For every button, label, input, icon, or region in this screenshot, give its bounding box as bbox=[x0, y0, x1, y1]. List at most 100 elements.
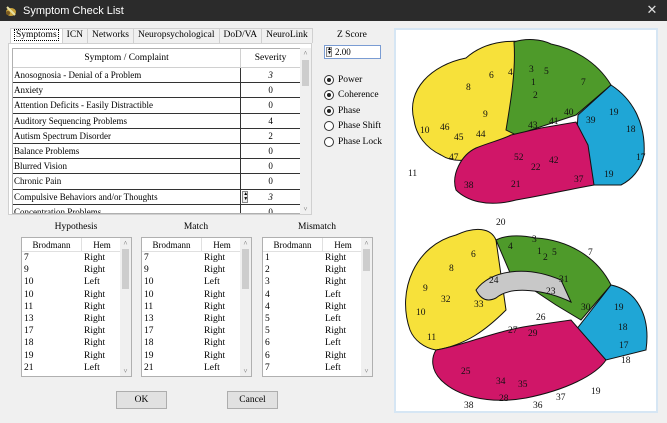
zscore-spinner-icon[interactable]: ▲ ▼ bbox=[326, 47, 332, 57]
column-header-hem[interactable]: Hem bbox=[93, 240, 111, 250]
list-item[interactable]: 6 Left bbox=[265, 338, 341, 349]
option-phase-shift[interactable]: Phase Shift bbox=[324, 119, 382, 135]
match-scrollbar[interactable]: ˄ ˅ bbox=[240, 238, 251, 376]
list-item[interactable]: 10 Right bbox=[144, 289, 226, 300]
scroll-up-icon[interactable]: ˄ bbox=[123, 239, 128, 247]
severity-cell[interactable]: 0 bbox=[268, 161, 273, 172]
list-item[interactable]: 19 Right bbox=[24, 350, 106, 361]
list-item[interactable]: 1 Right bbox=[265, 253, 347, 263]
symptom-row[interactable]: Auditory Sequencing Problems 4 bbox=[13, 113, 300, 129]
scroll-up-icon[interactable]: ˄ bbox=[364, 239, 369, 247]
radio-checked-icon[interactable] bbox=[324, 90, 334, 101]
severity-cell[interactable]: 0 bbox=[268, 100, 273, 111]
list-item[interactable]: 17 Right bbox=[144, 326, 226, 337]
tab-networks[interactable]: Networks bbox=[87, 28, 134, 43]
list-item[interactable]: 4 Right bbox=[265, 301, 347, 312]
scroll-down-icon[interactable]: ˅ bbox=[303, 205, 308, 213]
radio-checked-icon[interactable] bbox=[324, 74, 334, 85]
scroll-down-icon[interactable]: ˅ bbox=[243, 367, 248, 375]
severity-cell[interactable]: 2 bbox=[268, 130, 273, 141]
list-item[interactable]: 7 Left bbox=[265, 362, 341, 373]
severity-cell[interactable]: 0 bbox=[268, 145, 273, 156]
radio-checked-icon[interactable] bbox=[324, 105, 334, 116]
list-item[interactable]: 6 Right bbox=[265, 350, 347, 361]
severity-cell[interactable]: 4 bbox=[268, 115, 273, 126]
list-item[interactable]: 11 Right bbox=[144, 301, 226, 312]
column-header-brodmann[interactable]: Brodmann bbox=[142, 238, 202, 251]
list-item[interactable]: 17 Right bbox=[24, 326, 106, 337]
tab-dodva[interactable]: DoD/VA bbox=[218, 28, 263, 43]
list-item[interactable]: 13 Right bbox=[24, 313, 106, 324]
list-item[interactable]: 9 Right bbox=[144, 265, 226, 276]
list-item[interactable]: 9 Right bbox=[24, 265, 106, 276]
list-item[interactable]: 7 Right bbox=[24, 253, 106, 263]
column-header-hem[interactable]: Hem bbox=[213, 240, 231, 250]
severity-cell[interactable]: 0 bbox=[268, 206, 273, 214]
hypothesis-scrollbar[interactable]: ˄ ˅ bbox=[120, 238, 131, 376]
column-header-hem[interactable]: Hem bbox=[334, 240, 352, 250]
severity-cell[interactable]: 0 bbox=[268, 85, 273, 96]
symptom-row[interactable]: Anosognosia - Denial of a Problem 3 bbox=[13, 68, 300, 84]
radio-unchecked-icon[interactable] bbox=[324, 136, 334, 147]
scroll-thumb[interactable] bbox=[122, 249, 129, 289]
symptom-row[interactable]: Concentration Problems 0 bbox=[13, 204, 300, 214]
column-header-brodmann[interactable]: Brodmann bbox=[263, 238, 323, 251]
list-item[interactable]: 2 Right bbox=[265, 265, 347, 276]
symptom-row[interactable]: Autism Spectrum Disorder 2 bbox=[13, 128, 300, 144]
column-header-brodmann[interactable]: Brodmann bbox=[22, 238, 82, 251]
list-item[interactable]: 4 Left bbox=[265, 289, 341, 300]
list-item[interactable]: 10 Left bbox=[144, 277, 220, 288]
scroll-thumb[interactable] bbox=[242, 249, 249, 289]
column-header-severity[interactable]: Severity bbox=[254, 53, 287, 63]
scroll-up-icon[interactable]: ˄ bbox=[303, 49, 308, 57]
list-item[interactable]: 3 Right bbox=[265, 277, 347, 288]
symptom-row[interactable]: Balance Problems 0 bbox=[13, 143, 300, 160]
column-header-symptom[interactable]: Symptom / Complaint bbox=[13, 49, 242, 67]
severity-spinner-cell[interactable]: ▲ ▼ 3 bbox=[242, 190, 273, 203]
symptom-row[interactable]: Anxiety 0 bbox=[13, 83, 300, 99]
title-bar[interactable]: Symptom Check List ✕ bbox=[0, 0, 667, 21]
close-icon[interactable]: ✕ bbox=[646, 2, 658, 17]
cancel-button[interactable]: Cancel bbox=[227, 391, 278, 409]
list-item[interactable]: 10 Right bbox=[24, 289, 106, 300]
list-item[interactable]: 21 Left bbox=[144, 362, 220, 373]
symptom-row[interactable]: Attention Deficits - Easily Distractible… bbox=[13, 98, 300, 114]
tab-neuropsychological[interactable]: Neuropsychological bbox=[132, 28, 220, 43]
mismatch-scrollbar[interactable]: ˄ ˅ bbox=[361, 238, 372, 376]
symptom-grid-scrollbar[interactable]: ˄ ˅ bbox=[300, 48, 311, 214]
list-item[interactable]: 11 Right bbox=[24, 301, 106, 312]
option-coherence[interactable]: Coherence bbox=[324, 88, 382, 104]
mismatch-list[interactable]: Brodmann Hem 1 Right 2 Right 3 Right 4 Left 4… bbox=[262, 237, 373, 377]
severity-cell[interactable]: 0 bbox=[268, 176, 273, 187]
list-item[interactable]: 18 Right bbox=[144, 338, 226, 349]
zscore-input[interactable]: ▲ ▼ 2.00 bbox=[324, 45, 381, 59]
severity-spinner-icon[interactable]: ▲ ▼ bbox=[242, 190, 249, 203]
list-item[interactable]: 10 Left bbox=[24, 277, 100, 288]
list-item[interactable]: 5 Right bbox=[265, 326, 347, 337]
scroll-thumb[interactable] bbox=[302, 60, 309, 86]
hypothesis-list[interactable]: Brodmann Hem 7 Right 9 Right 10 Left 10 Right… bbox=[21, 237, 132, 377]
option-phase[interactable]: Phase bbox=[324, 103, 382, 119]
tab-icn[interactable]: ICN bbox=[61, 28, 89, 43]
radio-unchecked-icon[interactable] bbox=[324, 121, 334, 132]
scroll-up-icon[interactable]: ˄ bbox=[243, 239, 248, 247]
list-item[interactable]: 21 Left bbox=[24, 362, 100, 373]
scroll-thumb[interactable] bbox=[363, 249, 370, 271]
tab-neurolink[interactable]: NeuroLink bbox=[261, 28, 313, 43]
match-list[interactable]: Brodmann Hem 7 Right 9 Right 10 Left 10 Right… bbox=[141, 237, 252, 377]
scroll-down-icon[interactable]: ˅ bbox=[364, 367, 369, 375]
list-item[interactable]: 19 Right bbox=[144, 350, 226, 361]
tab-symptoms[interactable]: Symptoms bbox=[10, 28, 63, 44]
scroll-down-icon[interactable]: ˅ bbox=[123, 367, 128, 375]
list-item[interactable]: 5 Left bbox=[265, 313, 341, 324]
option-power[interactable]: Power bbox=[324, 72, 382, 88]
ok-button[interactable]: OK bbox=[116, 391, 167, 409]
severity-cell[interactable]: 3 bbox=[268, 70, 273, 80]
list-item[interactable]: 7 Right bbox=[144, 253, 226, 263]
option-phase-lock[interactable]: Phase Lock bbox=[324, 134, 382, 150]
symptom-row[interactable]: Chronic Pain 0 bbox=[13, 174, 300, 190]
list-item[interactable]: 13 Right bbox=[144, 313, 226, 324]
list-item[interactable]: 18 Right bbox=[24, 338, 106, 349]
symptom-row[interactable]: Compulsive Behaviors and/or Thoughts ▲ ▼ 3 bbox=[13, 189, 300, 205]
symptom-row[interactable]: Blurred Vision 0 bbox=[13, 159, 300, 175]
